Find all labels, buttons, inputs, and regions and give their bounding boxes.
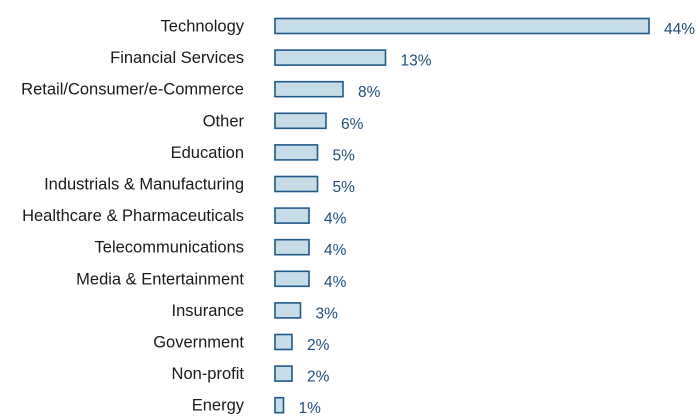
bar (274, 333, 293, 351)
category-label: Media & Entertainment (76, 270, 244, 288)
bar (274, 17, 650, 35)
value-label: 4% (324, 211, 347, 228)
bar (274, 302, 302, 319)
category-label: Government (153, 334, 244, 352)
category-label: Other (203, 112, 245, 130)
value-label: 2% (307, 369, 330, 386)
category-label: Healthcare & Pharmaceuticals (22, 207, 244, 225)
value-label: 5% (333, 147, 356, 164)
value-label: 13% (401, 53, 432, 70)
value-label: 4% (324, 242, 347, 259)
bar (274, 365, 293, 382)
value-labels: 44% 13% 8% 6% 5% 5% 4% 4% 4% 3% 2% 2% 1% (299, 21, 696, 417)
bar (274, 396, 285, 414)
category-label: Telecommunications (95, 239, 244, 257)
bar (274, 112, 327, 130)
bar (274, 49, 387, 66)
bar (274, 175, 319, 193)
category-label: Energy (192, 397, 245, 415)
bar (274, 144, 319, 161)
category-label: Financial Services (110, 49, 244, 67)
category-label: Insurance (172, 302, 244, 320)
category-label: Industrials & Manufacturing (44, 176, 244, 194)
bar (274, 238, 310, 256)
category-label: Education (171, 144, 244, 162)
bar (274, 80, 344, 98)
bar (274, 207, 310, 224)
category-label: Retail/Consumer/e-Commerce (21, 81, 244, 99)
bars (274, 17, 650, 414)
value-label: 5% (333, 179, 356, 196)
value-label: 44% (664, 21, 695, 38)
bar (274, 270, 310, 288)
value-label: 8% (358, 84, 381, 101)
category-label: Non-profit (172, 365, 245, 383)
category-label: Technology (161, 18, 245, 36)
value-label: 3% (316, 305, 339, 322)
value-label: 1% (299, 400, 322, 417)
value-label: 4% (324, 274, 347, 291)
value-label: 6% (341, 116, 364, 133)
value-label: 2% (307, 337, 330, 354)
category-labels: Technology Financial Services Retail/Consu… (21, 18, 245, 415)
